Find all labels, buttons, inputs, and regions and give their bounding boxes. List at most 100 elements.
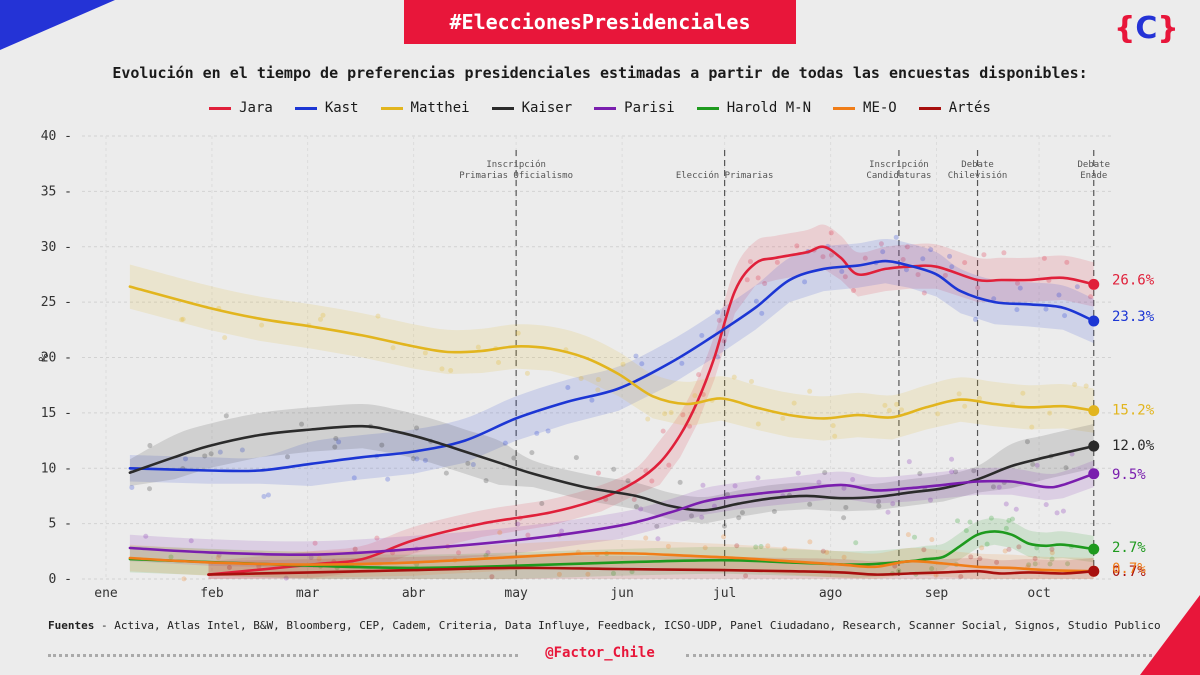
- poll-dot: [352, 546, 358, 552]
- poll-dot: [239, 447, 245, 453]
- poll-dot: [539, 501, 545, 507]
- poll-dot: [759, 310, 765, 316]
- poll-dot: [749, 379, 755, 385]
- end-label-me-o: 0.7%: [1112, 561, 1146, 577]
- legend-swatch: [209, 106, 232, 110]
- poll-dot: [929, 537, 935, 543]
- x-tick-label: sep: [925, 586, 949, 601]
- poll-dot: [807, 388, 813, 394]
- poll-dot: [226, 564, 232, 570]
- poll-dot: [1043, 306, 1049, 312]
- poll-dot: [977, 556, 983, 562]
- poll-dot: [1083, 383, 1089, 389]
- series-end-point-jara: [1088, 278, 1100, 290]
- poll-dot: [921, 547, 927, 553]
- event-label: Elección Primarias: [676, 170, 774, 181]
- poll-dot: [643, 468, 649, 474]
- poll-dot: [485, 550, 491, 556]
- poll-dot: [903, 267, 909, 273]
- poll-dot: [744, 277, 750, 283]
- poll-dot: [1047, 561, 1053, 567]
- poll-dot: [1024, 439, 1030, 445]
- poll-dot: [180, 316, 186, 322]
- x-tick-label: jul: [713, 586, 736, 601]
- poll-dot: [929, 566, 935, 572]
- poll-dot: [515, 330, 521, 336]
- poll-dot: [896, 568, 902, 574]
- poll-dot: [963, 528, 969, 534]
- series-line-kaiser: [128, 424, 1095, 512]
- poll-dot: [414, 456, 420, 462]
- poll-dot: [333, 435, 339, 441]
- poll-dot: [736, 515, 742, 521]
- poll-dot: [1017, 285, 1023, 291]
- poll-dot: [202, 453, 208, 459]
- poll-dot: [589, 397, 595, 403]
- poll-dot: [981, 252, 987, 258]
- series-band-matthei: [129, 264, 1094, 441]
- poll-dot: [828, 230, 834, 236]
- poll-dot: [732, 483, 738, 489]
- poll-dot: [935, 411, 941, 417]
- poll-dot: [972, 316, 978, 322]
- poll-dot: [129, 484, 135, 490]
- poll-dot: [949, 469, 955, 475]
- x-tick-label: ene: [94, 586, 118, 601]
- poll-dot: [1032, 561, 1038, 567]
- event-label: Debate: [961, 160, 994, 170]
- poll-dot: [996, 484, 1002, 490]
- poll-dot: [958, 574, 964, 580]
- poll-dot: [841, 515, 847, 521]
- y-tick-label: 20 -: [41, 351, 72, 366]
- series-end-point-matthei: [1088, 405, 1100, 417]
- poll-dot: [379, 442, 385, 448]
- poll-dot: [1063, 465, 1069, 471]
- poll-dot: [215, 555, 221, 561]
- poll-dot: [841, 554, 847, 560]
- sources-footer: Fuentes - Activa, Atlas Intel, B&W, Bloo…: [48, 619, 1161, 632]
- poll-dot: [1034, 462, 1040, 468]
- poll-dot: [716, 317, 722, 323]
- poll-dot: [660, 428, 666, 434]
- poll-dot: [956, 391, 962, 397]
- poll-dot: [1034, 545, 1040, 551]
- poll-dot: [994, 559, 1000, 565]
- poll-dot: [1006, 517, 1012, 523]
- poll-dot: [820, 254, 826, 260]
- poll-dot: [906, 459, 912, 465]
- series-end-point-kast: [1088, 315, 1100, 327]
- poll-dot: [649, 478, 655, 484]
- poll-dot: [336, 439, 342, 445]
- poll-dot: [515, 521, 521, 527]
- poll-dot: [639, 361, 645, 367]
- poll-dot: [181, 576, 187, 582]
- poll-dot: [662, 411, 668, 417]
- poll-dot: [875, 498, 881, 504]
- x-tick-label: may: [504, 586, 528, 601]
- poll-dot: [556, 571, 562, 577]
- poll-dot: [147, 486, 153, 492]
- event-label: Debate: [1077, 160, 1110, 170]
- legend-swatch: [696, 106, 719, 110]
- event-label: Enade: [1080, 171, 1107, 181]
- legend-label: ME-O: [863, 100, 897, 116]
- poll-dot: [774, 259, 780, 265]
- x-tick-label: mar: [296, 586, 320, 601]
- poll-dot: [374, 535, 380, 541]
- poll-dot: [791, 400, 797, 406]
- legend-swatch: [491, 106, 514, 110]
- poll-dot: [949, 264, 955, 270]
- poll-dot: [832, 433, 838, 439]
- poll-dot: [984, 541, 990, 547]
- poll-dot: [633, 504, 639, 510]
- poll-dot: [625, 478, 631, 484]
- poll-dot: [886, 408, 892, 414]
- poll-dot: [680, 412, 686, 418]
- poll-dot: [1001, 250, 1007, 256]
- poll-dot: [1041, 255, 1047, 261]
- poll-dot: [820, 548, 826, 554]
- poll-dot: [620, 361, 626, 367]
- poll-dot: [721, 523, 727, 529]
- poll-dot: [645, 416, 651, 422]
- poll-dot: [949, 456, 955, 462]
